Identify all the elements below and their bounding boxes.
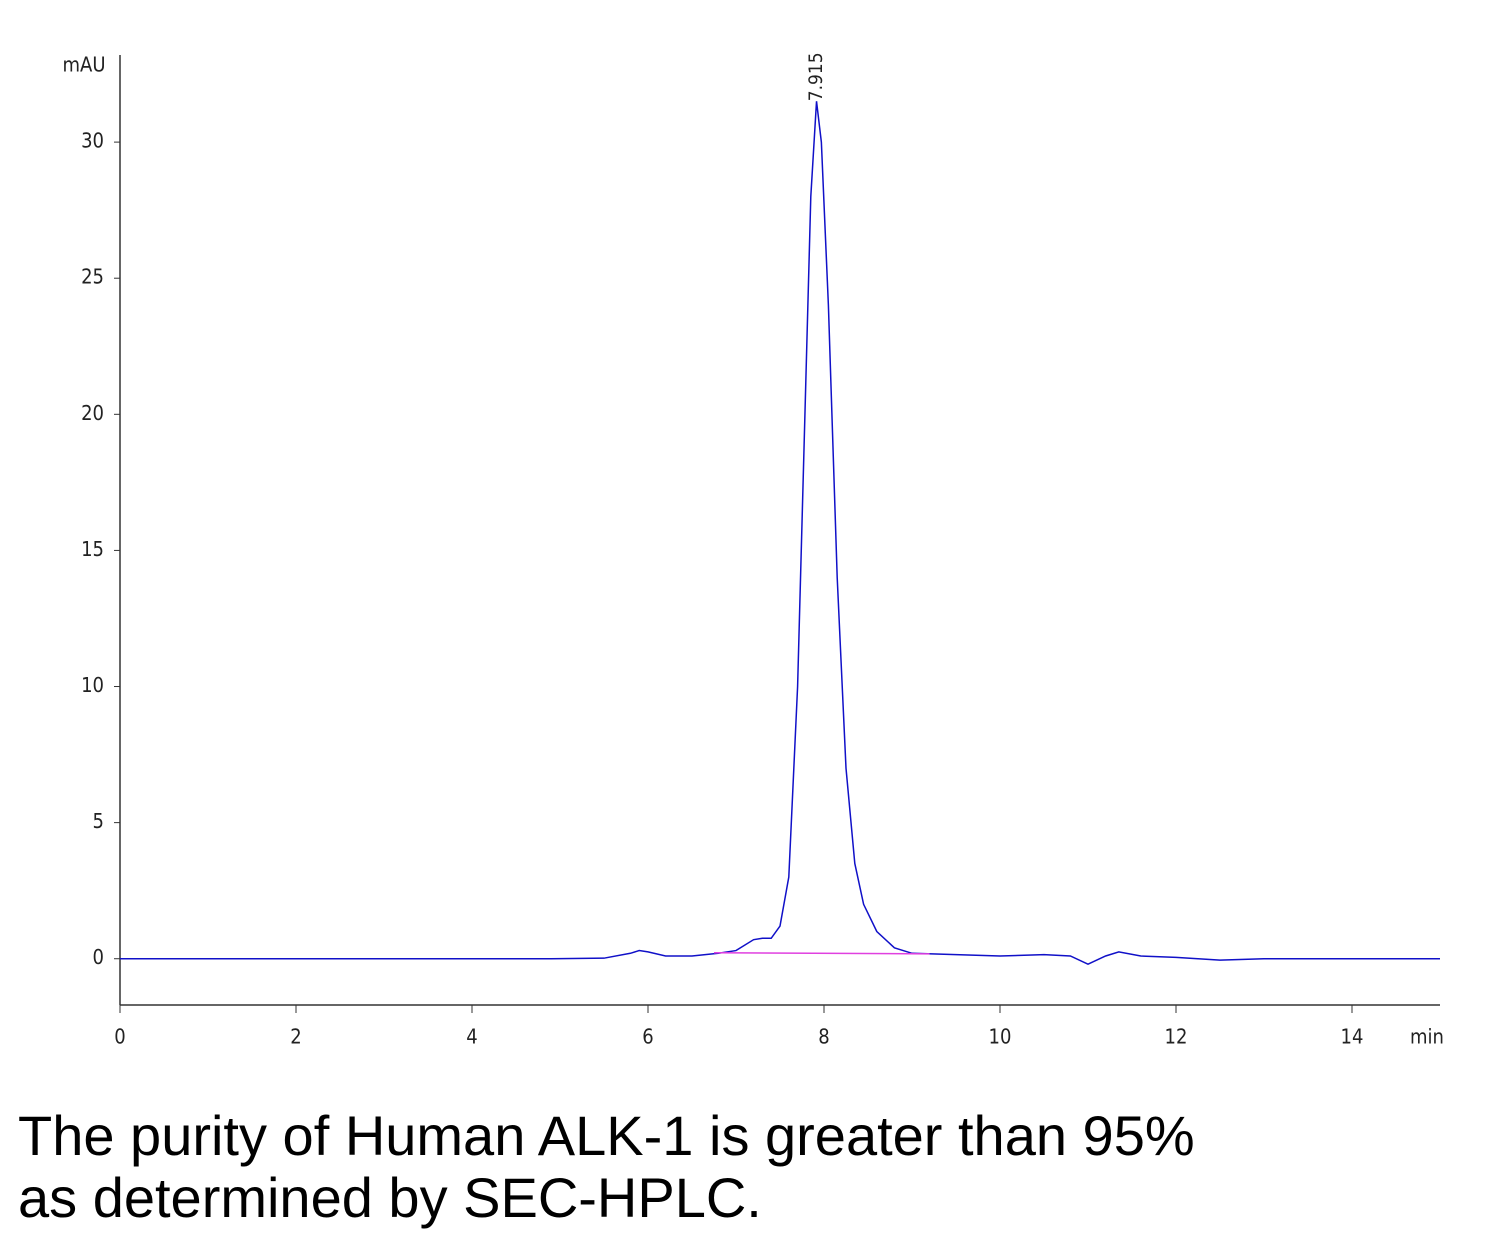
y-axis-label: mAU xyxy=(62,53,105,77)
x-tick-label: 4 xyxy=(466,1025,477,1049)
y-tick-label: 15 xyxy=(81,537,104,561)
y-tick-label: 10 xyxy=(81,673,104,697)
x-tick-label: 2 xyxy=(290,1025,301,1049)
x-tick-label: 8 xyxy=(818,1025,829,1049)
y-tick-label: 25 xyxy=(81,265,104,289)
x-axis-label: min xyxy=(1410,1025,1444,1049)
y-tick-label: 5 xyxy=(93,809,104,833)
y-tick-label: 20 xyxy=(81,401,104,425)
peak-label: 7.915 xyxy=(805,52,827,101)
y-tick-label: 0 xyxy=(93,945,104,969)
x-tick-label: 6 xyxy=(642,1025,653,1049)
trace xyxy=(713,951,930,955)
chart: mAU min 0 5 10 15 20 25 30 0 2 4 6 8 10 12 14 7.915 xyxy=(62,52,1444,1049)
x-tick-label: 14 xyxy=(1341,1025,1364,1049)
trace xyxy=(120,101,1440,965)
caption: The purity of Human ALK-1 is greater tha… xyxy=(18,1104,1195,1229)
x-tick-label: 12 xyxy=(1165,1025,1188,1049)
y-tick-label: 30 xyxy=(81,129,104,153)
x-tick-label: 10 xyxy=(989,1025,1012,1049)
x-tick-label: 0 xyxy=(114,1025,125,1049)
